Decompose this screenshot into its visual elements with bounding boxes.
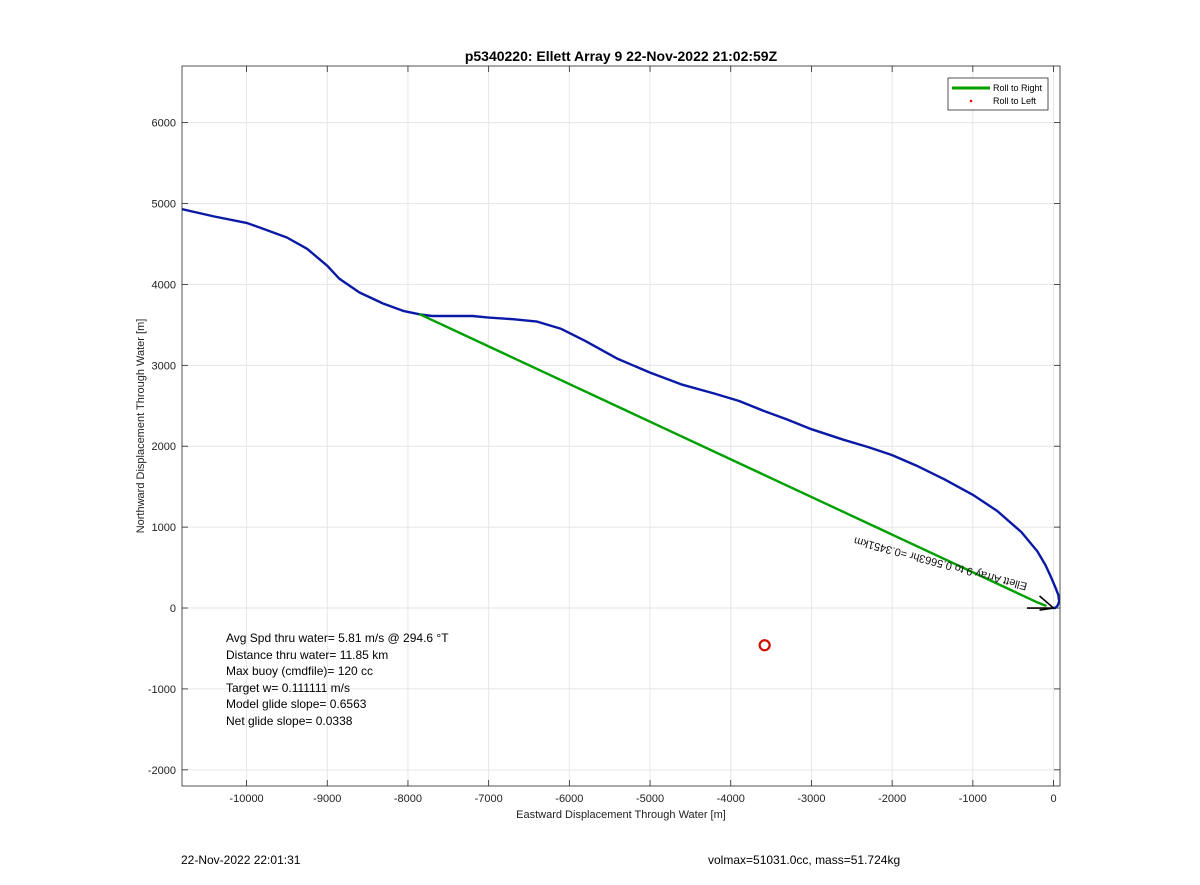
x-tick-label: -2000 [878,793,906,805]
y-tick-label: 6000 [152,118,176,130]
stat-max-buoy: Max buoy (cmdfile)= 120 cc [226,664,373,678]
chart-title: p5340220: Ellett Array 9 22-Nov-2022 21:… [465,48,778,64]
x-tick-label: -4000 [717,793,745,805]
marker-layer [758,639,771,652]
y-tick-label: 3000 [152,360,176,372]
y-tick-label: 4000 [152,279,176,291]
stat-net-glide: Net glide slope= 0.0338 [226,714,353,728]
y-axis-ticks: -2000 -1000 0 1000 2000 3000 4000 5000 6000 [148,118,1060,777]
legend-label-roll-right: Roll to Right [993,83,1043,93]
x-axis-label: Eastward Displacement Through Water [m] [516,809,726,821]
x-tick-label: -7000 [475,793,503,805]
heading-arrowhead [1039,595,1056,611]
x-axis-ticks: -10000 -9000 -8000 -7000 -6000 -5000 -4000 -300… [229,66,1057,805]
y-tick-label: -1000 [148,684,176,696]
plot-area [182,66,1060,786]
legend-label-roll-left: Roll to Left [993,96,1037,106]
legend-swatch-roll-left [969,99,973,103]
y-tick-label: -2000 [148,765,176,777]
stat-distance: Distance thru water= 11.85 km [226,648,388,662]
y-tick-label: 5000 [152,199,176,211]
x-tick-label: -6000 [555,793,583,805]
legend: Roll to Right Roll to Left [947,77,1049,111]
stats-block: Avg Spd thru water= 5.81 m/s @ 294.6 °T … [226,631,449,728]
y-tick-label: 1000 [152,522,176,534]
x-tick-label: -8000 [394,793,422,805]
series-line-0 [182,207,1060,610]
footer-date: 22-Nov-2022 22:01:31 [181,853,301,867]
x-tick-label: -1000 [959,793,987,805]
x-tick-label: -3000 [797,793,825,805]
stat-avg-speed: Avg Spd thru water= 5.81 m/s @ 294.6 °T [226,631,449,645]
grid [182,66,1060,786]
stat-target-w: Target w= 0.111111 m/s [226,681,350,695]
x-tick-label: -9000 [313,793,341,805]
target-marker-0 [758,639,771,652]
stat-model-glide: Model glide slope= 0.6563 [226,697,367,711]
y-tick-label: 0 [170,603,176,615]
x-tick-label: 0 [1050,793,1056,805]
plot-frame [181,65,1061,787]
x-tick-label: -10000 [229,793,263,805]
x-tick-label: -5000 [636,793,664,805]
y-tick-label: 2000 [152,441,176,453]
series-layer [182,207,1060,610]
footer-volmax: volmax=51031.0cc, mass=51.724kg [708,853,901,867]
series-line-1 [418,313,1047,607]
y-axis-label: Northward Displacement Through Water [m] [135,319,147,534]
legend-box [947,77,1049,111]
